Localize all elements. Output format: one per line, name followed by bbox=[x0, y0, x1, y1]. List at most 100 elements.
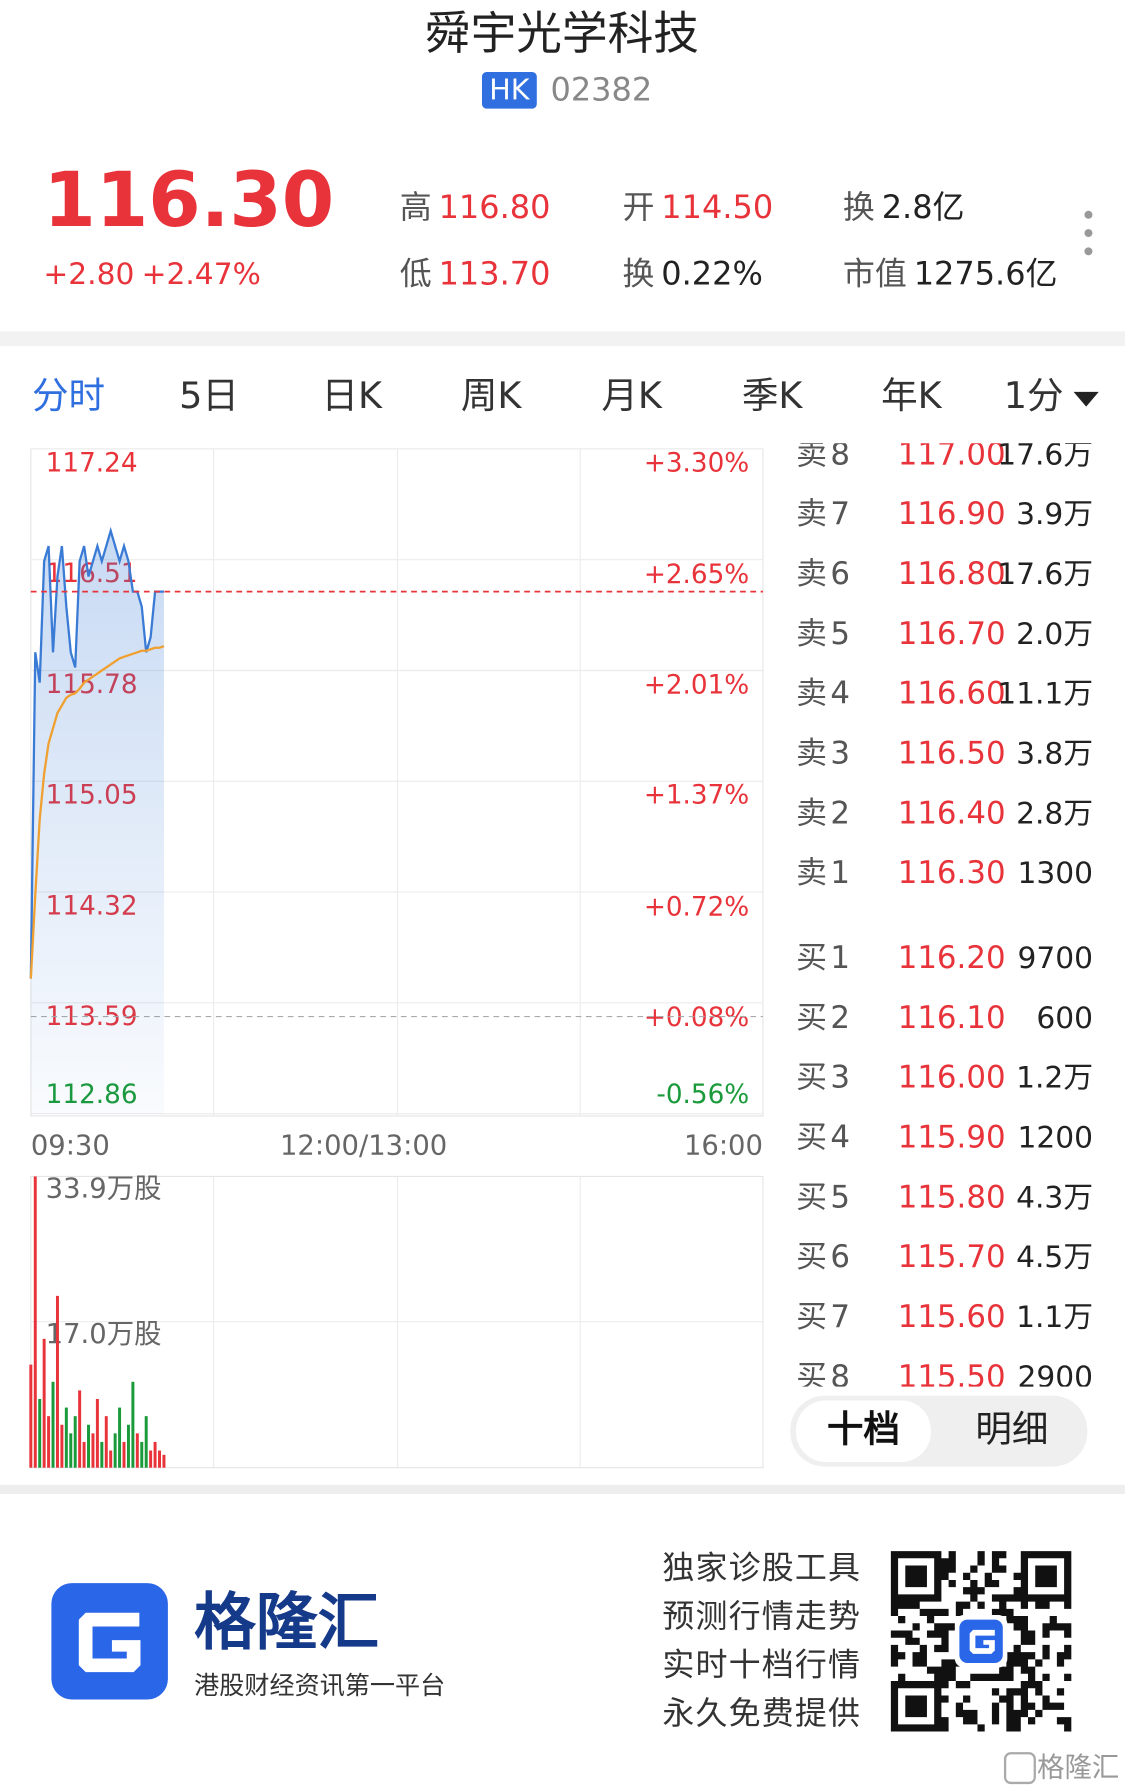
volume-bar bbox=[42, 1338, 46, 1468]
book-volume: 2900 bbox=[1017, 1360, 1093, 1395]
volume-bar bbox=[118, 1407, 122, 1468]
volume-bar bbox=[64, 1407, 68, 1468]
stat: 市值 1275.6亿 bbox=[843, 254, 1058, 292]
feature: 实时十档行情 bbox=[662, 1645, 861, 1683]
tab[interactable]: 季K bbox=[742, 374, 804, 417]
book-label: 买5 bbox=[796, 1179, 853, 1215]
book-price: 116.00 bbox=[898, 1060, 1006, 1096]
stat-value: 114.50 bbox=[661, 188, 773, 226]
book-volume: 11.1万 bbox=[997, 677, 1093, 712]
price: 116.30 bbox=[43, 156, 334, 244]
book-price: 116.70 bbox=[898, 616, 1006, 652]
book-volume: 9700 bbox=[1017, 941, 1093, 976]
tab[interactable]: 分时 bbox=[32, 374, 105, 417]
book-tab[interactable]: 十档 bbox=[827, 1408, 900, 1451]
feature: 预测行情走势 bbox=[662, 1597, 861, 1635]
volume-tick-label: 17.0万股 bbox=[46, 1319, 162, 1350]
book-switch-active bbox=[796, 1400, 931, 1462]
more-menu[interactable] bbox=[1084, 210, 1093, 219]
dropdown-arrow[interactable] bbox=[1073, 391, 1099, 407]
stat: 换 0.22% bbox=[622, 254, 762, 292]
y2-tick-label: +0.08% bbox=[644, 1003, 749, 1033]
book-label: 卖1 bbox=[796, 855, 853, 891]
book-volume: 4.5万 bbox=[1016, 1240, 1093, 1275]
stat-value: 2.8亿 bbox=[882, 188, 965, 226]
price-area bbox=[30, 530, 164, 1114]
volume-bar bbox=[47, 1416, 51, 1468]
y2-tick-label: +2.01% bbox=[644, 670, 749, 700]
stat-label: 开 bbox=[622, 188, 654, 226]
book-price: 117.00 bbox=[898, 436, 1006, 472]
volume-bar bbox=[60, 1424, 64, 1468]
book-price: 115.60 bbox=[898, 1299, 1006, 1335]
y2-tick-label: -0.56% bbox=[656, 1080, 749, 1110]
watermark: 格隆汇 bbox=[1037, 1753, 1119, 1784]
qr-logo bbox=[959, 1619, 1003, 1664]
book-label: 买8 bbox=[796, 1359, 853, 1395]
more-menu[interactable] bbox=[1084, 247, 1093, 256]
logo bbox=[51, 1583, 168, 1700]
qr-logo-mark bbox=[969, 1629, 995, 1654]
tab[interactable]: 年K bbox=[881, 374, 943, 417]
tab[interactable]: 5日 bbox=[179, 374, 239, 417]
book-label: 买4 bbox=[796, 1120, 853, 1156]
book-volume: 4.3万 bbox=[1016, 1180, 1093, 1215]
volume-bar bbox=[149, 1450, 153, 1468]
price-line bbox=[29, 526, 164, 979]
stat-value: 113.70 bbox=[439, 254, 551, 292]
tab[interactable]: 日K bbox=[322, 374, 384, 417]
book-price: 116.90 bbox=[898, 496, 1006, 532]
book-label: 卖8 bbox=[796, 436, 853, 472]
feature: 永久免费提供 bbox=[662, 1694, 861, 1732]
book-price: 116.60 bbox=[898, 676, 1006, 712]
y2-tick-label: +2.65% bbox=[644, 560, 749, 590]
book-volume: 2.8万 bbox=[1016, 796, 1093, 831]
book-volume: 1.2万 bbox=[1016, 1061, 1093, 1096]
volume-bar bbox=[153, 1441, 157, 1468]
volume-bar bbox=[162, 1454, 166, 1468]
book-price: 116.50 bbox=[898, 736, 1006, 772]
volume-bar bbox=[126, 1424, 130, 1468]
book-volume: 3.8万 bbox=[1016, 737, 1093, 772]
volume-bar bbox=[82, 1441, 86, 1468]
book-label: 买3 bbox=[796, 1060, 853, 1096]
book-price: 116.80 bbox=[898, 556, 1006, 592]
tab[interactable]: 1分 bbox=[1004, 374, 1064, 417]
stat-value: 0.22% bbox=[661, 254, 763, 292]
volume-tick-label: 33.9万股 bbox=[46, 1174, 162, 1205]
tab[interactable]: 周K bbox=[461, 374, 523, 417]
volume-bar bbox=[113, 1433, 117, 1468]
stat: 换 2.8亿 bbox=[843, 188, 965, 226]
book-price: 116.40 bbox=[898, 795, 1006, 831]
brand: 格隆汇 bbox=[194, 1587, 379, 1659]
book-label: 卖7 bbox=[796, 496, 853, 532]
book-tab[interactable]: 明细 bbox=[975, 1408, 1048, 1451]
volume-bar bbox=[158, 1450, 161, 1468]
more-menu[interactable] bbox=[1084, 229, 1093, 238]
book-label: 买7 bbox=[796, 1299, 853, 1335]
volume-bar bbox=[51, 1381, 55, 1468]
stat: 低 113.70 bbox=[400, 254, 551, 292]
stat-label: 换 bbox=[622, 254, 654, 292]
feature: 独家诊股工具 bbox=[662, 1548, 861, 1586]
book-label: 卖2 bbox=[796, 795, 853, 831]
watermark-icon bbox=[1003, 1752, 1036, 1785]
volume-bar bbox=[78, 1390, 82, 1468]
stat-label: 换 bbox=[843, 188, 875, 226]
logo-mark bbox=[78, 1612, 141, 1673]
stat-label: 市值 bbox=[843, 254, 907, 292]
tab[interactable]: 月K bbox=[601, 374, 663, 417]
volume-bar bbox=[73, 1416, 77, 1468]
stat: 开 114.50 bbox=[622, 188, 773, 226]
stat: 高 116.80 bbox=[400, 188, 551, 226]
book-volume: 1300 bbox=[1017, 856, 1093, 891]
stat-label: 低 bbox=[400, 254, 432, 292]
stock-name: 舜宇光学科技 bbox=[425, 7, 699, 60]
book-price: 116.30 bbox=[898, 855, 1006, 891]
slogan: 港股财经资讯第一平台 bbox=[194, 1671, 445, 1700]
book-price: 116.20 bbox=[898, 940, 1006, 976]
book-volume: 1200 bbox=[1017, 1121, 1093, 1156]
market-badge bbox=[481, 72, 537, 109]
y-tick-label: 117.24 bbox=[46, 448, 138, 478]
